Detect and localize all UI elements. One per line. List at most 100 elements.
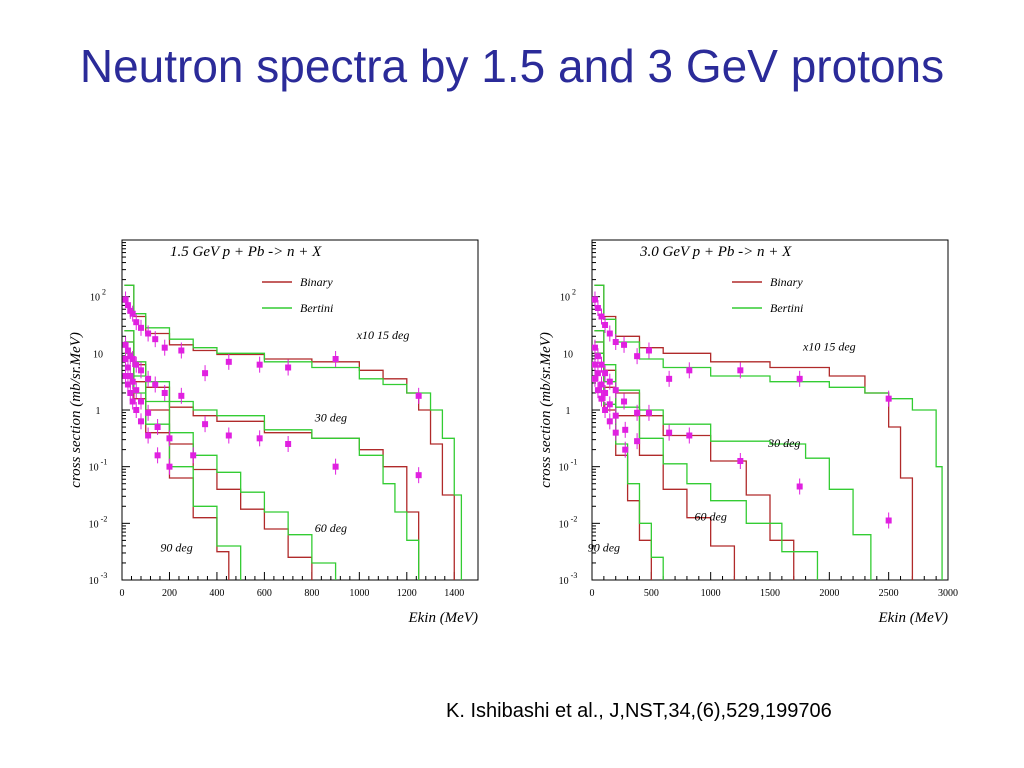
data-point	[415, 392, 422, 399]
y-tick-label: 10-3	[559, 571, 578, 587]
x-axis-label: Ekin (MeV)	[877, 610, 948, 626]
data-point	[885, 395, 892, 402]
x-tick-label: 600	[257, 588, 272, 599]
data-point	[591, 344, 598, 351]
legend-label-bertini: Bertini	[770, 301, 803, 315]
series-binary-30-deg	[594, 330, 795, 580]
y-tick-label: 10-3	[89, 571, 108, 587]
y-tick-exponent: -3	[571, 571, 578, 580]
y-tick-label: 10-1	[89, 458, 108, 474]
data-point	[332, 463, 339, 470]
annotation-label: x10 15 deg	[802, 340, 856, 354]
series-bertini-60-deg	[124, 341, 337, 580]
y-tick-base: 10	[89, 519, 99, 530]
data-point	[634, 409, 641, 416]
data-point	[737, 367, 744, 374]
series-bertini-60-deg	[594, 341, 819, 580]
y-tick-base: 10	[90, 293, 100, 304]
y-tick-base: 1	[96, 406, 101, 417]
legend: Binary Bertini	[262, 275, 333, 315]
data-point	[686, 367, 693, 374]
data-point	[154, 452, 161, 459]
y-tick-base: 10	[89, 576, 99, 587]
x-tick-label: 1400	[444, 588, 464, 599]
y-tick-base: 10	[559, 463, 569, 474]
data-point	[415, 472, 422, 479]
x-tick-label: 400	[209, 588, 224, 599]
x-tick-label: 1000	[349, 588, 369, 599]
x-axis-label: Ekin (MeV)	[407, 610, 478, 626]
data-point	[145, 375, 152, 382]
data-point	[152, 336, 159, 343]
data-point	[133, 387, 140, 394]
data-point	[602, 322, 609, 328]
data-point	[602, 407, 609, 413]
data-point	[225, 432, 232, 439]
data-point	[621, 341, 628, 348]
data-point	[796, 375, 803, 382]
data-point	[622, 426, 629, 433]
data-point	[145, 330, 152, 337]
data-point	[129, 398, 136, 405]
data-point	[256, 361, 263, 368]
data-point	[666, 429, 673, 436]
spectrum-chart-1p5gev: 0 200 400 600 800 1000 1200 140010-310-210-1110…	[68, 239, 479, 626]
x-tick-label: 2000	[819, 588, 839, 599]
annotation-label: x10 15 deg	[356, 328, 410, 342]
data-point	[127, 373, 134, 379]
y-tick-label: 10-2	[89, 514, 108, 530]
y-tick-base: 10	[559, 519, 569, 530]
y-tick-label: 102	[90, 288, 106, 304]
data-point	[122, 296, 129, 303]
legend-label-binary: Binary	[300, 275, 333, 289]
data-point	[594, 353, 601, 360]
data-point	[594, 370, 601, 377]
annotation-label: 30 deg	[314, 410, 347, 424]
data-point	[645, 409, 652, 416]
series-bertini-90-deg	[594, 352, 664, 580]
annotation-label: 60 deg	[695, 510, 727, 524]
data-point	[161, 344, 168, 351]
y-tick-base: 10	[559, 576, 569, 587]
data-point	[202, 421, 209, 428]
series-binary-60-deg	[124, 341, 313, 580]
chart-panel-3gev: 0 500 1000 1500 2000 2500 3000 10-3 10-2 10-1 1 10 1…	[530, 228, 960, 633]
data-point	[885, 517, 892, 524]
data-point	[602, 370, 609, 377]
data-point	[285, 364, 292, 371]
data-point	[598, 361, 605, 368]
data-point	[594, 305, 601, 311]
y-tick-label: 10-1	[559, 458, 578, 474]
spectrum-chart-3gev: 0 500 1000 1500 2000 2500 300010-310-210-11101…	[538, 239, 958, 626]
data-point	[129, 356, 136, 362]
data-point	[178, 392, 185, 399]
data-point	[612, 429, 619, 436]
data-point	[124, 381, 131, 388]
x-tick-label: 3000	[938, 588, 958, 599]
y-tick-exponent: 2	[572, 288, 576, 297]
y-tick-exponent: 2	[102, 288, 106, 297]
data-point	[737, 458, 744, 464]
series-bertini-15-deg	[594, 284, 943, 580]
legend: Binary Bertini	[732, 275, 803, 315]
x-tick-label: 1000	[701, 588, 721, 599]
data-point	[666, 375, 673, 382]
data-point	[645, 347, 652, 354]
series-bertini-30-deg	[594, 330, 872, 580]
data-point	[152, 381, 159, 388]
y-tick-exponent: -2	[101, 514, 108, 523]
data-point	[634, 353, 641, 360]
y-tick-label: 10-2	[559, 514, 578, 530]
x-tick-label: 1500	[760, 588, 780, 599]
data-point	[122, 373, 129, 379]
data-point	[796, 483, 803, 490]
citation: K. Ishibashi et al., J,NST,34,(6),529,19…	[446, 700, 832, 722]
data-point	[594, 387, 601, 394]
data-point	[225, 358, 232, 365]
data-point	[591, 375, 598, 382]
y-axis-label: cross section (mb/sr.MeV)	[538, 332, 554, 488]
data-point	[137, 324, 144, 331]
data-point	[598, 395, 605, 402]
x-tick-label: 200	[162, 588, 177, 599]
data-point	[612, 339, 619, 345]
